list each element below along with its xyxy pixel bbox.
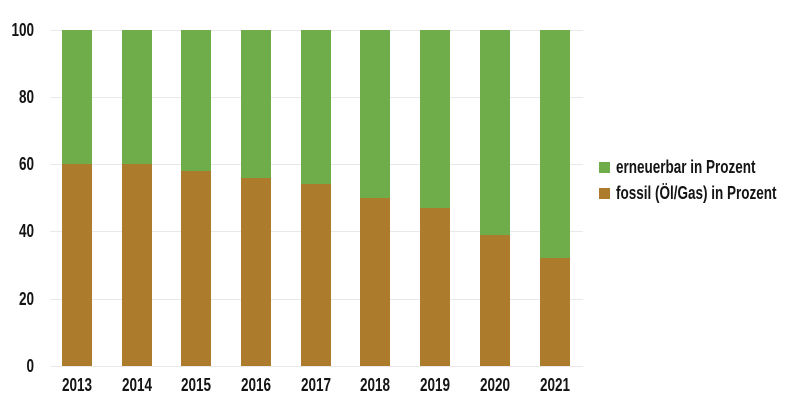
legend-item-fossil: fossil (Öl/Gas) in Prozent <box>599 182 800 203</box>
legend-label: fossil (Öl/Gas) in Prozent <box>616 182 777 203</box>
bar-2018-fossil <box>360 198 390 366</box>
gridline-0 <box>50 366 583 367</box>
bar-2013-erneuerbar <box>62 30 92 164</box>
x-tick-label-2020: 2020 <box>479 375 511 395</box>
bar-2021-fossil <box>540 258 570 366</box>
bar-2015-fossil <box>181 171 211 366</box>
x-tick-label-2015: 2015 <box>180 375 212 395</box>
bar-2019-erneuerbar <box>420 30 450 208</box>
y-tick-label-60: 60 <box>18 154 34 174</box>
x-tick-label-2014: 2014 <box>121 375 153 395</box>
bar-2019-fossil <box>420 208 450 366</box>
bar-2016-fossil <box>241 178 271 366</box>
bar-2017-erneuerbar <box>301 30 331 184</box>
chart-legend: erneuerbar in Prozent fossil (Öl/Gas) in… <box>599 156 800 210</box>
x-tick-label-2013: 2013 <box>61 375 93 395</box>
bar-2020-erneuerbar <box>480 30 510 235</box>
y-tick-label-80: 80 <box>18 87 34 107</box>
x-tick-label-2017: 2017 <box>300 375 332 395</box>
legend-label: erneuerbar in Prozent <box>616 156 756 177</box>
legend-swatch-brown <box>599 187 610 199</box>
bar-2013-fossil <box>62 164 92 366</box>
bar-2017-fossil <box>301 184 331 366</box>
bar-2021-erneuerbar <box>540 30 570 258</box>
bar-2015-erneuerbar <box>181 30 211 171</box>
bar-2016-erneuerbar <box>241 30 271 178</box>
legend-swatch-green <box>599 161 610 173</box>
bar-2014-erneuerbar <box>122 30 152 164</box>
legend-item-erneuerbar: erneuerbar in Prozent <box>599 156 800 177</box>
y-tick-label-20: 20 <box>18 289 34 309</box>
x-tick-label-2016: 2016 <box>240 375 272 395</box>
y-tick-label-0: 0 <box>26 356 34 376</box>
y-tick-label-100: 100 <box>11 20 34 40</box>
x-tick-label-2018: 2018 <box>359 375 391 395</box>
bar-2018-erneuerbar <box>360 30 390 198</box>
bar-2014-fossil <box>122 164 152 366</box>
y-tick-label-40: 40 <box>18 221 34 241</box>
x-tick-label-2019: 2019 <box>419 375 451 395</box>
x-tick-label-2021: 2021 <box>539 375 571 395</box>
bar-2020-fossil <box>480 235 510 366</box>
